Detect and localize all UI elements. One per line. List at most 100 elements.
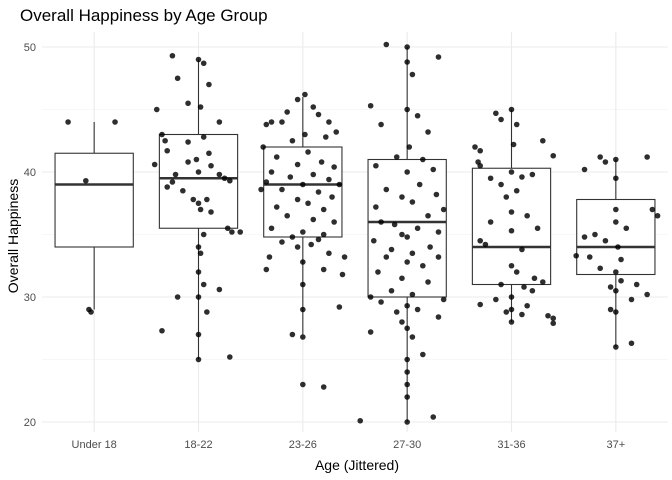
data-point: [409, 334, 416, 340]
data-point: [404, 356, 410, 363]
x-tick-label: Under 18: [72, 439, 117, 451]
x-tick-label: 23-26: [289, 439, 317, 451]
data-point: [279, 186, 285, 193]
data-point: [508, 306, 515, 313]
data-point: [420, 156, 426, 163]
data-point: [508, 319, 515, 325]
data-point: [300, 259, 306, 265]
data-point: [206, 81, 212, 88]
data-point: [404, 259, 410, 265]
data-point: [531, 275, 538, 282]
data-point: [305, 200, 311, 207]
data-point: [326, 176, 332, 183]
data-point: [273, 204, 280, 210]
data-point: [482, 241, 489, 248]
data-point: [477, 162, 484, 169]
data-point: [435, 314, 442, 320]
box-27-30: [367, 47, 447, 422]
data-point: [263, 121, 270, 128]
data-point: [524, 302, 530, 309]
y-tick-label: 20: [24, 417, 36, 429]
data-point: [613, 219, 619, 225]
data-point: [268, 119, 275, 125]
data-point: [227, 354, 233, 360]
data-point: [300, 381, 306, 388]
y-tick-label: 30: [24, 292, 36, 304]
data-point: [540, 279, 546, 285]
data-point: [508, 227, 515, 234]
x-tick-label: 37+: [606, 439, 625, 451]
data-point: [318, 159, 325, 165]
data-point: [373, 162, 379, 169]
data-point: [393, 154, 400, 160]
data-point: [633, 281, 640, 288]
data-point: [153, 106, 160, 113]
data-point: [404, 169, 410, 175]
data-point: [433, 191, 440, 198]
data-point: [370, 237, 377, 244]
data-point: [294, 244, 301, 250]
data-point: [399, 275, 405, 282]
data-point: [308, 241, 314, 248]
data-point: [195, 200, 202, 207]
grid-lines: [42, 32, 668, 432]
data-point: [649, 206, 656, 213]
data-point: [435, 254, 442, 260]
data-point: [273, 154, 280, 160]
data-point: [336, 304, 343, 310]
data-point: [266, 254, 273, 260]
data-point: [613, 175, 619, 182]
data-point: [420, 351, 426, 358]
data-point: [521, 284, 527, 290]
data-point: [164, 147, 170, 154]
chart-title: Overall Happiness by Age Group: [20, 6, 268, 25]
data-point: [597, 154, 603, 160]
data-point: [508, 294, 515, 300]
data-point: [618, 256, 624, 263]
data-point: [623, 225, 630, 232]
data-point: [341, 254, 348, 260]
data-point: [320, 384, 327, 390]
data-point: [206, 150, 212, 157]
data-point: [195, 244, 202, 250]
data-point: [493, 296, 499, 303]
y-tick-label: 50: [24, 42, 36, 54]
data-point: [315, 111, 322, 118]
data-point: [440, 206, 447, 213]
data-point: [498, 181, 504, 188]
data-point: [237, 229, 244, 235]
data-point: [416, 181, 423, 188]
data-point: [200, 60, 207, 67]
data-point: [216, 119, 223, 125]
data-point: [195, 269, 202, 275]
data-point: [83, 177, 89, 184]
data-point: [169, 179, 176, 185]
data-point: [391, 221, 398, 228]
data-point: [320, 206, 327, 213]
data-point: [185, 159, 191, 165]
data-point: [435, 229, 442, 235]
data-point: [195, 169, 202, 175]
data-point: [615, 244, 621, 250]
data-point: [414, 225, 421, 232]
data-point: [320, 231, 327, 238]
data-point: [200, 134, 207, 140]
data-point: [406, 144, 413, 150]
data-point: [404, 325, 410, 332]
data-point: [498, 281, 504, 288]
data-point: [320, 266, 327, 273]
data-point: [378, 121, 384, 128]
data-point: [508, 262, 515, 269]
data-point: [164, 184, 170, 190]
data-point: [284, 109, 290, 115]
data-point: [487, 219, 494, 225]
data-point: [524, 212, 530, 219]
data-point: [399, 319, 405, 325]
data-point: [195, 294, 202, 300]
data-point: [607, 306, 614, 313]
data-point: [420, 262, 426, 269]
data-point: [333, 129, 340, 135]
data-point: [513, 187, 520, 194]
data-point: [310, 171, 317, 178]
data-point: [613, 156, 619, 163]
